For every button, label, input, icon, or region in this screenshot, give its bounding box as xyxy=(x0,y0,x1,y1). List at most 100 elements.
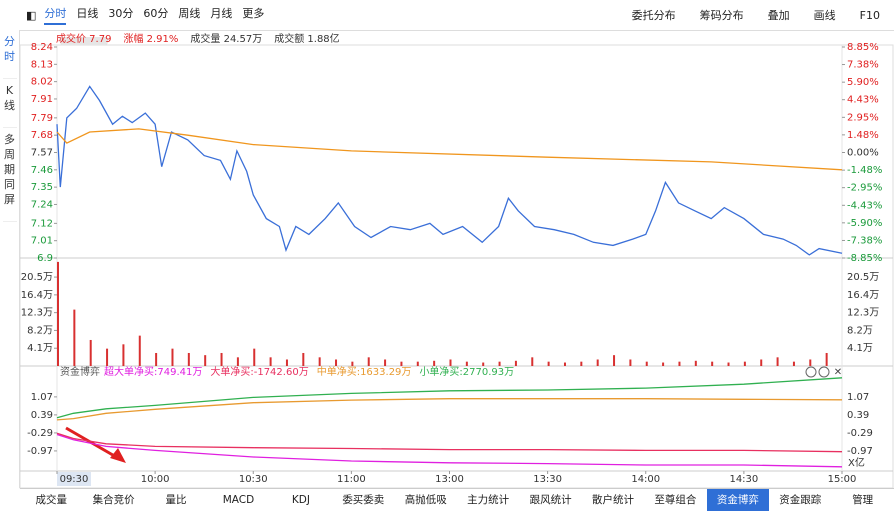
side-tabs: 分时 K线 多周期同屏 xyxy=(0,30,20,488)
toolbar-icon[interactable]: ◧ xyxy=(26,8,37,22)
bottom-tab[interactable]: 集合竞价 xyxy=(92,494,135,506)
volume-bar xyxy=(743,361,746,366)
bottom-tab[interactable]: 主力统计 xyxy=(467,494,510,506)
panel-title: 资金博弈 xyxy=(60,365,100,378)
x-tick-label: 13:00 xyxy=(435,474,464,485)
toolbar-button[interactable]: 筹码分布 xyxy=(699,9,744,22)
y-tick-label: 6.9 xyxy=(37,253,53,264)
y-tick-label-right: 16.4万 xyxy=(847,290,879,301)
y2-tick-label: -2.95% xyxy=(847,183,882,194)
y-tick-label: 12.3万 xyxy=(21,308,53,319)
help-icon[interactable] xyxy=(818,366,830,378)
y-tick-label-right: -0.29 xyxy=(847,428,873,439)
legend-entry: 大单净买:-1742.60万 xyxy=(210,365,308,378)
volume-bar xyxy=(269,357,272,366)
info-item: 成交量 24.57万 xyxy=(190,33,263,45)
volume-bar xyxy=(204,355,207,366)
bottom-tab[interactable]: 散户统计 xyxy=(592,494,634,506)
y2-tick-label: 2.95% xyxy=(847,112,879,123)
volume-bar xyxy=(613,355,616,366)
volume-bar xyxy=(236,357,239,366)
toolbar-tab[interactable]: 月线 xyxy=(210,7,233,20)
volume-bar xyxy=(531,357,534,366)
x-tick-label: 14:30 xyxy=(729,474,758,485)
y-tick-label-right: 0.39 xyxy=(847,410,869,421)
toolbar-tab[interactable]: 60分 xyxy=(143,7,169,20)
y-tick-label: 4.1万 xyxy=(27,343,53,354)
volume-bar xyxy=(694,360,697,366)
volume-bar xyxy=(563,362,566,366)
y2-tick-label: -5.90% xyxy=(847,218,882,229)
volume-bar xyxy=(498,361,501,366)
bottom-tab[interactable]: 管理 xyxy=(852,494,874,506)
y2-tick-label: -4.43% xyxy=(847,200,882,211)
bottom-tab[interactable]: KDJ xyxy=(291,494,310,506)
volume-bar xyxy=(662,362,665,366)
toolbar-tab[interactable]: 分时 xyxy=(44,5,67,25)
x-tick-label: 10:00 xyxy=(141,474,170,485)
toolbar-button[interactable]: 叠加 xyxy=(767,9,790,22)
bottom-tab[interactable]: 量比 xyxy=(165,494,187,506)
volume-bar xyxy=(547,361,550,366)
side-tab[interactable]: K线 xyxy=(2,79,17,128)
volume-bar xyxy=(809,359,812,366)
settings-icon[interactable] xyxy=(805,366,817,378)
volume-bar xyxy=(89,339,92,366)
volume-bar xyxy=(138,335,141,366)
bottom-tab[interactable]: 资金跟踪 xyxy=(779,494,822,506)
y-tick-label: 7.46 xyxy=(31,165,53,176)
volume-bar xyxy=(57,261,59,366)
volume-bar xyxy=(792,361,795,366)
side-tab[interactable]: 多周期同屏 xyxy=(2,128,17,222)
bottom-tab[interactable]: 委买委卖 xyxy=(342,494,385,506)
volume-bar xyxy=(645,361,648,366)
y2-tick-label: 1.48% xyxy=(847,130,879,141)
bottom-tab[interactable]: 跟风统计 xyxy=(529,494,572,506)
y2-tick-label: 5.90% xyxy=(847,77,879,88)
y2-tick-label: -1.48% xyxy=(847,165,882,176)
bottom-tab[interactable]: 高抛低吸 xyxy=(404,494,447,506)
volume-bar xyxy=(465,361,468,366)
volume-bar xyxy=(449,359,452,366)
volume-bar xyxy=(253,348,256,366)
toolbar-button[interactable]: F10 xyxy=(859,8,880,22)
volume-bar xyxy=(335,359,338,366)
x-tick-label: 13:30 xyxy=(533,474,562,485)
bottom-tab[interactable]: MACD xyxy=(222,494,255,506)
volume-bar xyxy=(760,359,763,366)
volume-bar xyxy=(187,352,190,366)
bottom-tab[interactable]: 资金博弈 xyxy=(706,489,770,511)
volume-bar xyxy=(596,359,599,366)
volume-bar xyxy=(106,348,109,366)
bottom-tab[interactable]: 至尊组合 xyxy=(654,494,697,506)
toolbar-tab[interactable]: 30分 xyxy=(108,7,134,20)
volume-bar xyxy=(367,357,370,366)
toolbar-tab[interactable]: 更多 xyxy=(242,7,265,20)
legend-entry: 小单净买:2770.93万 xyxy=(419,365,514,378)
toolbar-tab[interactable]: 周线 xyxy=(178,7,201,20)
current-time-box xyxy=(57,472,91,486)
close-icon[interactable]: ✕ xyxy=(834,367,842,378)
bottom-tabs: 成交量 集合竞价 量比 MACD KDJ 委买委卖 高抛低吸 主力统计 跟风统计 散户统计 至尊组合… xyxy=(20,488,894,511)
series-line xyxy=(56,85,843,256)
toolbar: ◧ 分时 日线 30分 60分 周线 月线 更多 委托分布 筹码分布 叠加 画线 F10 xyxy=(20,0,894,31)
bottom-tab[interactable]: 成交量 xyxy=(35,494,67,506)
volume-bar xyxy=(514,360,517,366)
series-line xyxy=(56,432,843,453)
toolbar-button[interactable]: 委托分布 xyxy=(631,9,676,22)
toolbar-tab[interactable]: 日线 xyxy=(76,7,99,20)
series-line xyxy=(56,377,843,419)
x-tick-label: 09:30 xyxy=(60,474,89,485)
y-tick-label: -0.97 xyxy=(27,446,53,457)
y2-tick-label: -8.85% xyxy=(847,253,882,264)
side-tab[interactable]: 分时 xyxy=(2,30,17,79)
y-tick-label: 7.12 xyxy=(31,218,53,229)
toolbar-left: 分时 日线 30分 60分 周线 月线 更多 xyxy=(44,5,274,25)
y2-tick-label: 0.00% xyxy=(847,148,879,159)
y-tick-label: 7.79 xyxy=(31,113,53,124)
toolbar-right: 委托分布 筹码分布 叠加 画线 F10 xyxy=(608,0,880,30)
y-tick-label: 8.13 xyxy=(31,59,53,70)
volume-bar xyxy=(727,362,730,366)
toolbar-button[interactable]: 画线 xyxy=(813,9,836,22)
